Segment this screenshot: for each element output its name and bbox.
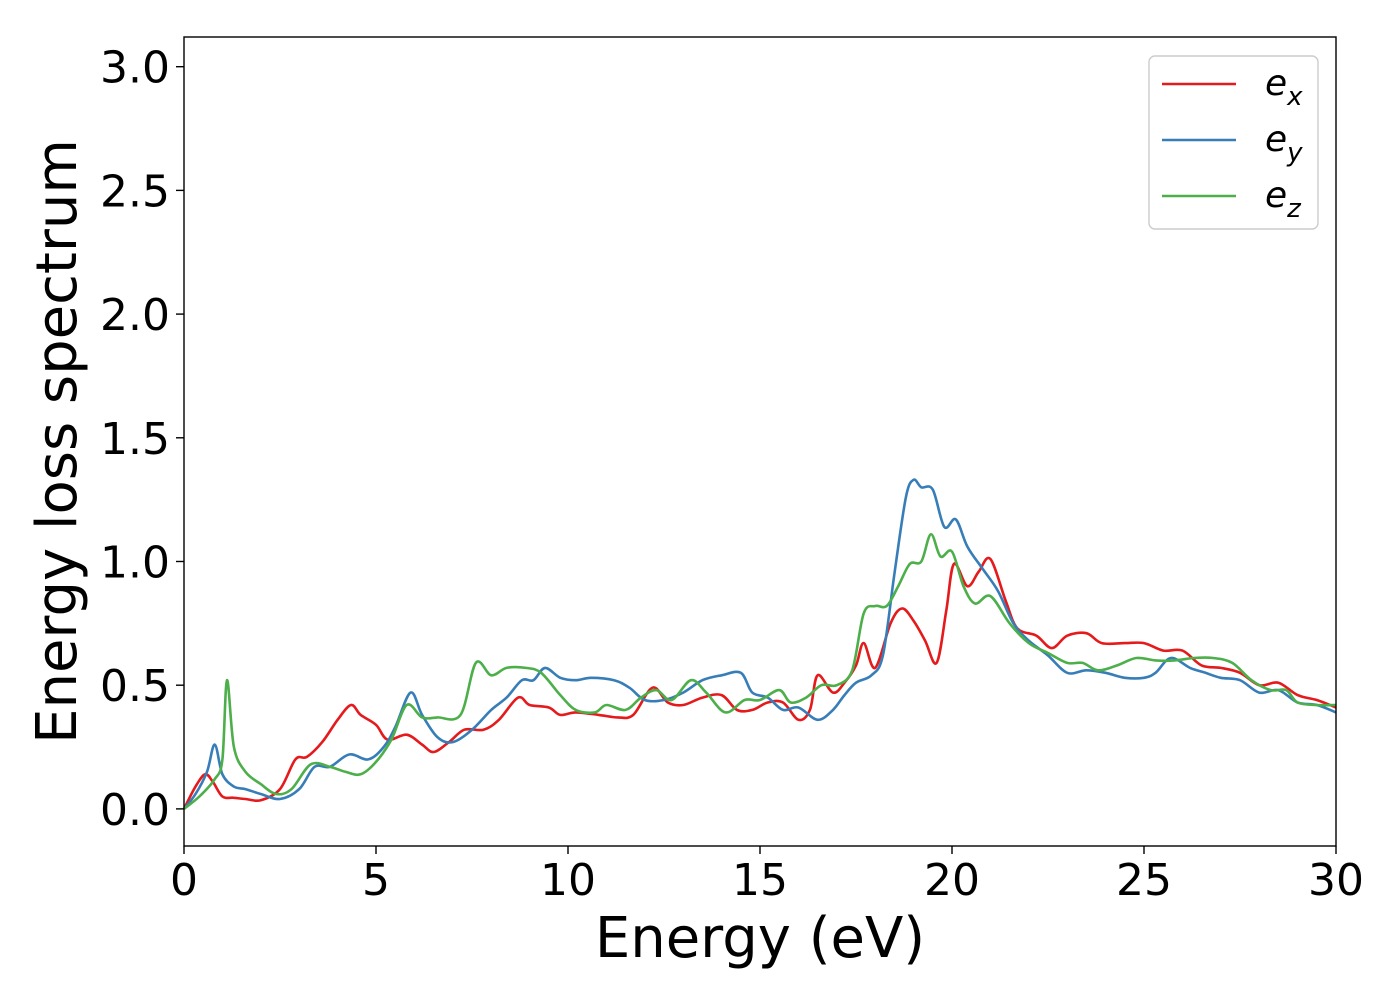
legend-label-base: e <box>1265 175 1287 216</box>
x-axis-label: Energy (eV) <box>595 906 925 971</box>
legend-label-subscript: z <box>1286 194 1302 224</box>
y-axis-label: Energy loss spectrum <box>25 139 90 744</box>
legend-label-subscript: y <box>1286 138 1303 168</box>
y-tick-label: 3.0 <box>100 43 170 94</box>
legend-label-e-y: ey <box>1265 119 1303 168</box>
legend-label-base: e <box>1265 119 1287 160</box>
legend-label-subscript: x <box>1286 82 1303 112</box>
y-tick-label: 0.5 <box>100 661 170 712</box>
y-tick-label: 1.0 <box>100 537 170 588</box>
x-tick-label: 20 <box>924 855 980 906</box>
legend-label-base: e <box>1265 63 1287 104</box>
series-line-e-y <box>182 478 1337 810</box>
x-tick-label: 30 <box>1308 855 1364 906</box>
series-line-e-x <box>182 556 1337 810</box>
y-tick-label: 0.0 <box>100 785 170 836</box>
x-tick-label: 15 <box>732 855 788 906</box>
x-tick-label: 10 <box>540 855 596 906</box>
legend-label-e-z: ez <box>1265 175 1302 224</box>
series-line-e-z <box>183 532 1337 810</box>
y-tick-label: 2.0 <box>100 290 170 341</box>
legend-box <box>1148 55 1319 230</box>
series-layer <box>182 478 1337 810</box>
x-tick-label: 25 <box>1116 855 1172 906</box>
x-tick-label: 5 <box>362 855 390 906</box>
y-axis-ticks: 0.0 0.5 1.0 1.5 2.0 2.5 3.0 <box>100 43 184 836</box>
y-tick-label: 1.5 <box>100 414 170 465</box>
y-tick-label: 2.5 <box>100 166 170 217</box>
x-axis-ticks: 0 5 10 15 20 25 30 <box>170 846 1364 906</box>
legend-label-e-x: ex <box>1265 63 1303 112</box>
x-tick-label: 0 <box>170 855 198 906</box>
